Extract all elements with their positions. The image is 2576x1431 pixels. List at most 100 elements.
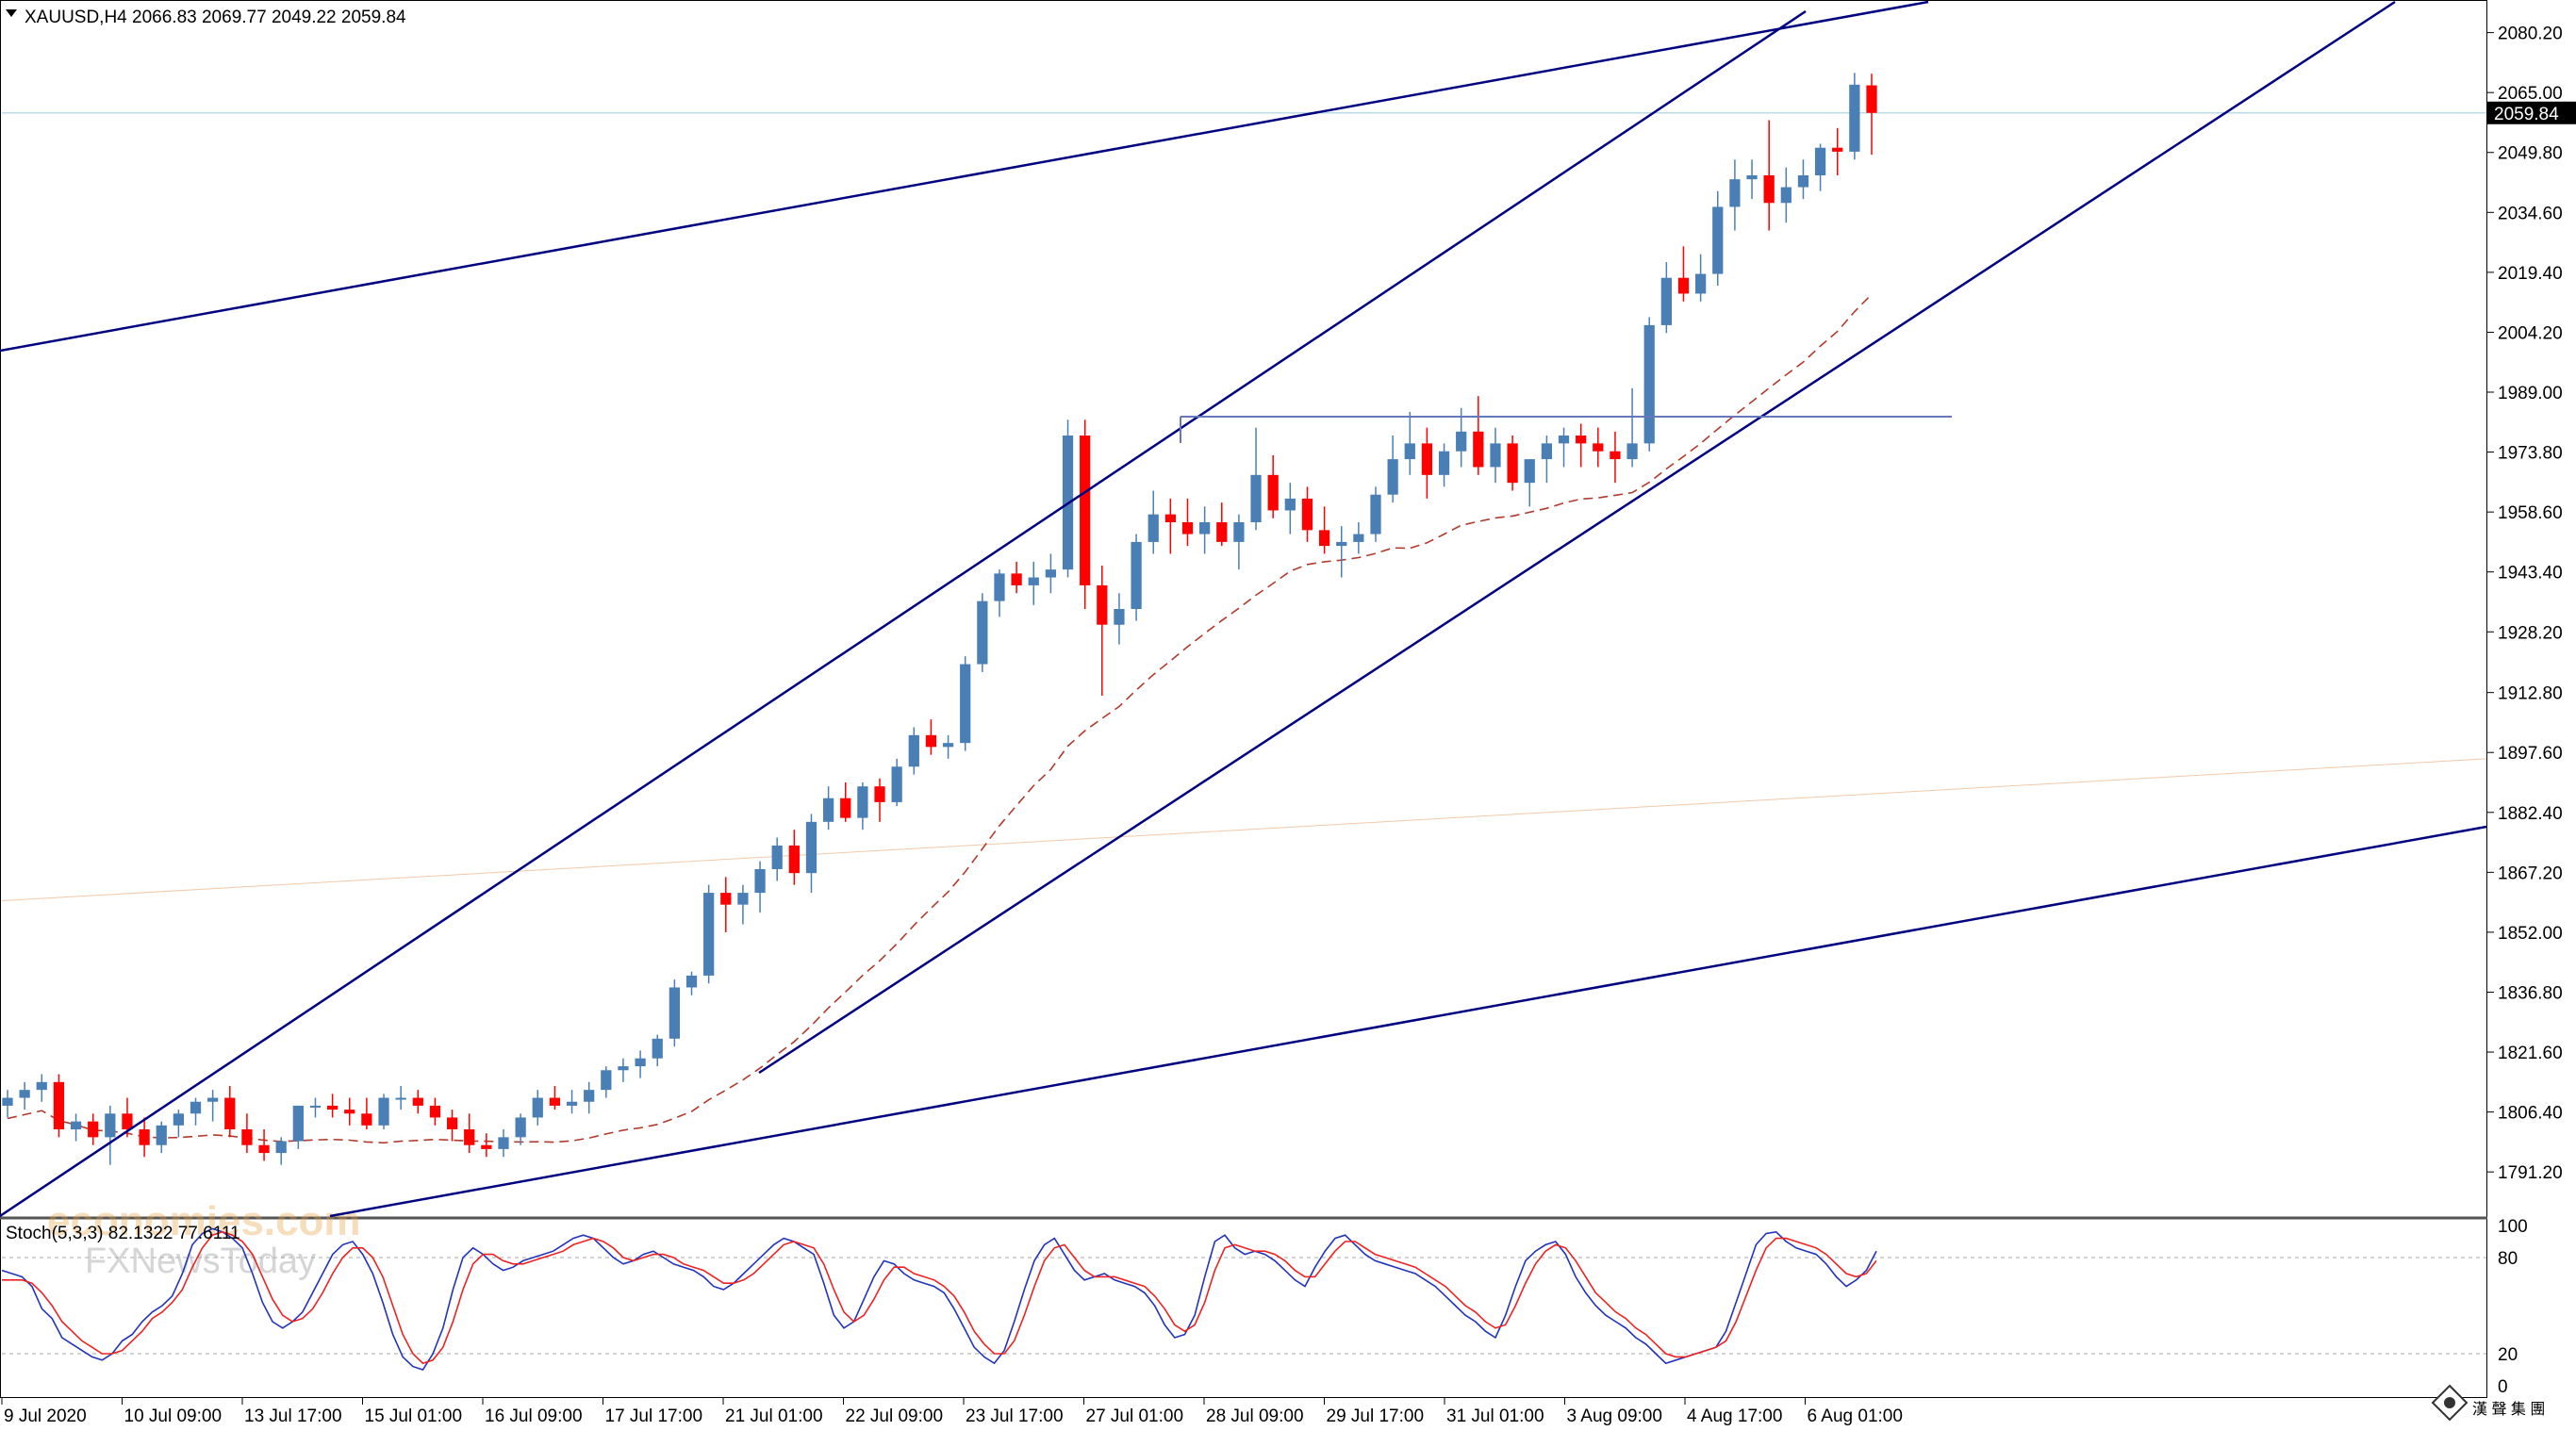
y-tick-label: 2004.20 [2498,323,2563,343]
candle-body [1524,459,1535,484]
candle [1507,436,1518,491]
candle [53,1074,65,1138]
candle-body [1387,459,1398,495]
candle [1763,120,1775,231]
candle-body [1404,443,1415,460]
price-plot-frame [0,0,2487,1219]
candle [1490,427,1501,484]
stoch-main-line [1,1227,1877,1371]
candle [446,1110,458,1142]
candle-body [635,1058,646,1067]
candle [788,830,800,885]
candle [1541,436,1553,484]
candle-body [70,1121,82,1129]
candle [173,1110,184,1138]
x-tick-label: 13 Jul 17:00 [244,1406,342,1426]
candle-body [1814,147,1826,175]
candle [669,979,680,1047]
candle [309,1097,322,1118]
candle-body [88,1121,99,1138]
x-tick-label: 21 Jul 01:00 [725,1406,823,1426]
candle-body [1370,494,1381,535]
x-tick-label: 28 Jul 09:00 [1206,1406,1304,1426]
candle [1267,454,1279,518]
y-tick-label: 2049.80 [2498,144,2563,164]
candle [36,1074,47,1102]
lower-long-channel-line[interactable] [329,825,2487,1218]
candle-body [36,1081,47,1091]
x-tick-label: 17 Jul 17:00 [605,1406,703,1426]
y-tick-label: 1943.40 [2498,564,2563,584]
candle [207,1090,219,1122]
candle-body [292,1105,304,1142]
stoch-tick-label: 80 [2498,1249,2518,1269]
candle [361,1097,372,1129]
candle [857,782,868,831]
candle [412,1090,423,1114]
y-tick-label: 1867.20 [2498,864,2563,883]
candle-body [1011,573,1022,585]
candle-body [805,821,817,874]
candle-body [344,1110,355,1114]
candle-body [669,987,680,1039]
candle-body [19,1090,30,1098]
candle [292,1105,304,1149]
candle-body [652,1038,663,1059]
candle-body [1080,436,1091,585]
candle [2,1090,13,1118]
candle-body [1216,522,1228,542]
candle-body [703,893,715,976]
y-tick-label: 2080.20 [2498,25,2563,44]
candle [1524,459,1535,507]
dropdown-triangle-icon[interactable] [6,9,17,17]
corner-logo-text: 漢 聲 集 團 [2472,1401,2545,1418]
candle-body [1866,85,1877,113]
symbol-ohlc-label: XAUUSD,H4 2066.83 2069.77 2049.22 2059.8… [25,8,406,27]
candle [1080,419,1091,609]
steep-channel-lower-line[interactable] [758,0,2396,1075]
candle [1028,561,1039,605]
candle [1045,553,1057,594]
candle-body [925,734,937,748]
y-tick-label: 1821.60 [2498,1044,2563,1063]
candle [1318,506,1330,554]
candle [1062,419,1074,578]
stoch-tick-label: 0 [2498,1377,2508,1397]
x-tick-label: 15 Jul 01:00 [365,1406,463,1426]
steep-channel-upper-line[interactable] [0,9,1807,1218]
candle-body [1199,522,1211,535]
candle-body [1849,84,1860,152]
moving-average-line [7,293,1873,1144]
candle-body [412,1097,423,1106]
candle-body [498,1137,509,1149]
candle [618,1058,629,1082]
candle [822,786,834,831]
x-tick-label: 4 Aug 17:00 [1687,1406,1782,1426]
candle [840,782,851,822]
candle-body [566,1101,578,1106]
candle [1164,498,1176,554]
candle-body [754,869,766,894]
candle [1233,514,1245,570]
watermark-fxnewstoday: FXNewsToday [85,1242,316,1281]
candle-body [139,1129,150,1145]
candle-body [1114,609,1125,625]
watermark: economies.com FXNewsToday [47,1198,361,1281]
candle-body [326,1105,339,1110]
candle-body [395,1097,406,1100]
y-tick-label: 1973.80 [2498,444,2563,464]
y-tick-label: 1882.40 [2498,804,2563,824]
candle-body [53,1081,65,1129]
candle-body [1421,443,1433,475]
candle [1593,427,1604,468]
candle [498,1129,509,1158]
candle-body [1267,474,1279,511]
candle [532,1090,543,1126]
header-symbol-info: XAUUSD,H4 2066.83 2069.77 2049.22 2059.8… [6,8,406,27]
x-tick-label: 29 Jul 17:00 [1327,1406,1425,1426]
upper-long-channel-line[interactable] [0,0,1929,353]
candle [1643,317,1655,452]
candle-body [1301,498,1313,531]
candle-body [173,1113,184,1126]
candle [635,1050,646,1078]
